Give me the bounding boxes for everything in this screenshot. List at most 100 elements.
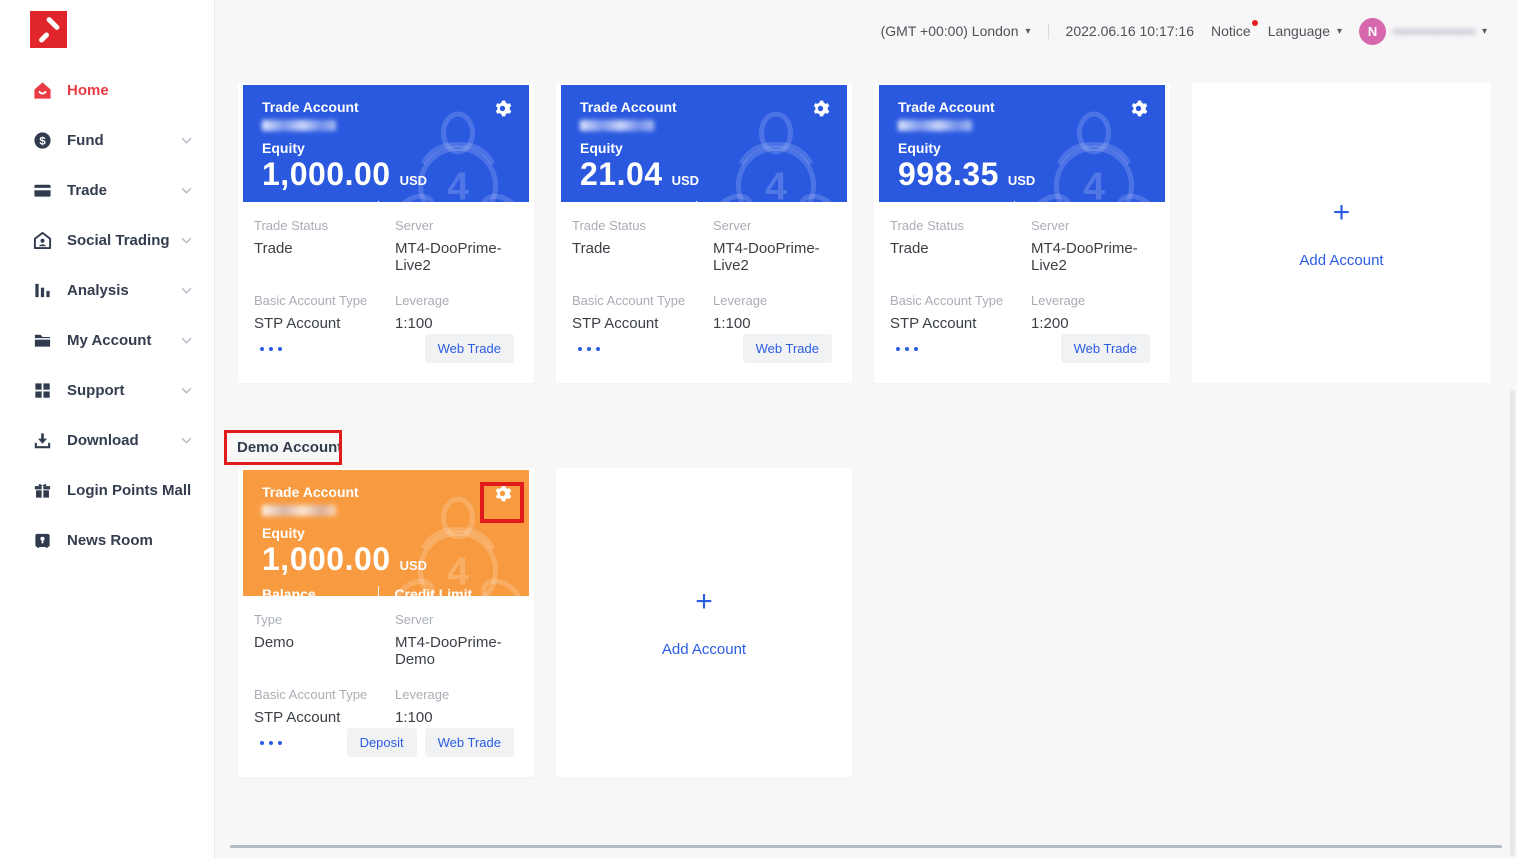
info-label: Basic Account Type bbox=[890, 293, 1004, 308]
svg-text:4: 4 bbox=[1083, 164, 1105, 202]
chevron-down-icon bbox=[181, 337, 192, 344]
sidebar-item-analysis[interactable]: Analysis bbox=[0, 265, 214, 315]
plus-icon: + bbox=[695, 585, 713, 618]
account-number-masked bbox=[262, 505, 336, 516]
add-account-label: Add Account bbox=[1299, 251, 1384, 269]
equity-value: 1,000.00 bbox=[262, 156, 391, 192]
settings-gear-icon[interactable] bbox=[493, 99, 512, 118]
chevron-down-icon bbox=[181, 137, 192, 144]
header-divider bbox=[695, 201, 698, 202]
language-select[interactable]: Language ▾ bbox=[1268, 23, 1342, 39]
sidebar-menu: Home $ Fund Trade Social Trading bbox=[0, 65, 214, 565]
web-trade-button[interactable]: Web Trade bbox=[1060, 334, 1150, 363]
info-label: Leverage bbox=[1031, 293, 1086, 308]
credit-limit-label: Credit Limit bbox=[1030, 201, 1146, 202]
trade-account-card-3: Trade Account Equity 998.35 USD Balance … bbox=[874, 83, 1170, 383]
sidebar-item-support[interactable]: Support bbox=[0, 365, 214, 415]
sidebar-item-trade[interactable]: Trade bbox=[0, 165, 214, 215]
avatar[interactable]: N bbox=[1359, 17, 1387, 45]
brand-logo[interactable] bbox=[30, 11, 67, 48]
topbar: (GMT +00:00) London ▾ 2022.06.16 10:17:1… bbox=[215, 0, 1517, 62]
info-label: Leverage bbox=[713, 293, 768, 308]
chevron-down-icon bbox=[181, 237, 192, 244]
web-trade-button[interactable]: Web Trade bbox=[742, 334, 832, 363]
svg-text:4: 4 bbox=[447, 549, 469, 593]
card-header: Trade Account Equity 21.04 USD Balance 2… bbox=[561, 85, 847, 202]
card-body: Trade Status Trade Server MT4-DooPrime-Liv… bbox=[556, 202, 852, 383]
fund-icon: $ bbox=[32, 130, 52, 150]
info-value: STP Account bbox=[890, 315, 977, 332]
credit-limit-label: Credit Limit bbox=[394, 586, 473, 596]
add-demo-account-card[interactable]: + Add Account bbox=[556, 468, 852, 777]
home-icon bbox=[32, 80, 52, 100]
user-menu[interactable]: N •••••••••••••••••• ▾ bbox=[1359, 17, 1487, 45]
sidebar-item-label: Home bbox=[67, 81, 109, 99]
sidebar-item-label: Download bbox=[67, 431, 139, 449]
settings-gear-icon[interactable] bbox=[493, 484, 512, 503]
horizontal-scrollbar[interactable] bbox=[230, 845, 1502, 848]
topbar-divider bbox=[1047, 23, 1049, 39]
logo-stroke-icon bbox=[37, 31, 51, 44]
header-divider bbox=[377, 586, 380, 596]
sidebar-item-home[interactable]: Home bbox=[0, 65, 214, 115]
settings-gear-icon[interactable] bbox=[1129, 99, 1148, 118]
svg-text:$: $ bbox=[39, 135, 46, 147]
web-trade-button[interactable]: Web Trade bbox=[424, 728, 514, 757]
notice-label: Notice bbox=[1211, 23, 1251, 39]
equity-value: 1,000.00 bbox=[262, 541, 391, 577]
bar-chart-icon bbox=[32, 280, 52, 300]
info-value: Trade bbox=[572, 240, 611, 257]
sidebar-item-news-room[interactable]: News Room bbox=[0, 515, 214, 565]
more-options-icon[interactable] bbox=[260, 343, 282, 355]
sidebar-item-label: Trade bbox=[67, 181, 108, 199]
chevron-down-icon bbox=[181, 287, 192, 294]
more-options-icon[interactable] bbox=[578, 343, 600, 355]
svg-text:4: 4 bbox=[447, 164, 469, 202]
timezone-select[interactable]: (GMT +00:00) London ▾ bbox=[881, 23, 1031, 39]
info-value: MT4-DooPrime-Live2 bbox=[395, 240, 502, 274]
info-value: 1:200 bbox=[1031, 315, 1069, 332]
info-label: Leverage bbox=[395, 687, 450, 702]
notice-button[interactable]: Notice bbox=[1211, 20, 1258, 39]
trade-account-card-2: Trade Account Equity 21.04 USD Balance 2… bbox=[556, 83, 852, 383]
balance-label: Balance bbox=[262, 586, 316, 596]
equity-label: Equity bbox=[262, 525, 305, 541]
web-trade-button[interactable]: Web Trade bbox=[424, 334, 514, 363]
info-label: Basic Account Type bbox=[254, 687, 368, 702]
card-body: Trade Status Trade Server MT4-DooPrime-Liv… bbox=[874, 202, 1170, 383]
mt4-watermark-icon: 4 bbox=[1015, 109, 1165, 202]
language-label: Language bbox=[1267, 23, 1330, 39]
info-label: Trade Status bbox=[254, 218, 328, 233]
info-label: Type bbox=[254, 612, 283, 627]
sidebar-item-label: News Room bbox=[67, 531, 153, 549]
add-account-card[interactable]: + Add Account bbox=[1192, 83, 1491, 383]
logo-stroke-icon bbox=[45, 16, 61, 31]
info-label: Server bbox=[713, 218, 752, 233]
sidebar-item-label: Analysis bbox=[67, 281, 129, 299]
deposit-button[interactable]: Deposit bbox=[346, 728, 417, 757]
info-label: Server bbox=[1031, 218, 1070, 233]
equity-label: Equity bbox=[898, 140, 941, 156]
card-title: Trade Account bbox=[898, 99, 995, 115]
trade-account-card-1: Trade Account Equity 1,000.00 USD Balanc… bbox=[238, 83, 534, 383]
more-options-icon[interactable] bbox=[260, 737, 282, 749]
vertical-scrollbar[interactable] bbox=[1510, 390, 1515, 856]
settings-gear-icon[interactable] bbox=[811, 99, 830, 118]
info-label: Basic Account Type bbox=[254, 293, 368, 308]
more-options-icon[interactable] bbox=[896, 343, 918, 355]
notice-badge-dot bbox=[1251, 20, 1258, 26]
card-header: Trade Account Equity 1,000.00 USD Balanc… bbox=[243, 85, 529, 202]
currency-label: USD bbox=[1007, 173, 1036, 188]
info-value: 1:100 bbox=[713, 315, 751, 332]
sidebar-item-social-trading[interactable]: Social Trading bbox=[0, 215, 214, 265]
mt4-watermark-icon: 4 bbox=[697, 109, 847, 202]
svg-text:4: 4 bbox=[765, 164, 787, 202]
sidebar-item-label: Login Points Mall bbox=[67, 481, 192, 499]
sidebar-item-fund[interactable]: $ Fund bbox=[0, 115, 214, 165]
sidebar-item-login-points-mall[interactable]: Login Points Mall bbox=[0, 465, 214, 515]
sidebar-item-download[interactable]: Download bbox=[0, 415, 214, 465]
currency-label: USD bbox=[399, 558, 428, 573]
grid-icon bbox=[32, 380, 52, 400]
sidebar-item-my-account[interactable]: My Account bbox=[0, 315, 214, 365]
info-label: Basic Account Type bbox=[572, 293, 686, 308]
